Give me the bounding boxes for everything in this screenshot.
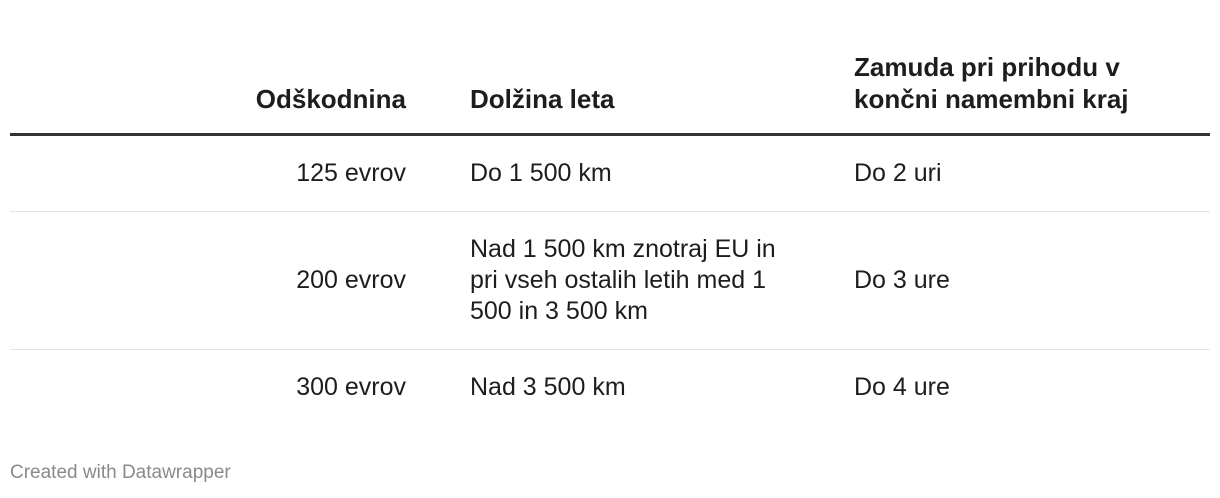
datawrapper-credit[interactable]: Created with Datawrapper (10, 462, 231, 483)
compensation-table: Odškodnina Dolžina leta Zamuda pri priho… (10, 0, 1210, 425)
header-flight-length: Dolžina leta (470, 84, 615, 114)
table-row: 200 evrov Nad 1 500 km znotraj EU in pri… (10, 212, 1210, 350)
header-arrival-delay: Zamuda pri prihodu v končni namembni kra… (854, 52, 1129, 114)
cell-flight-length: Do 1 500 km (470, 159, 612, 187)
cell-arrival-delay: Do 2 uri (854, 159, 942, 187)
cell-compensation: 125 evrov (296, 159, 406, 187)
table-row: 300 evrov Nad 3 500 km Do 4 ure (10, 350, 1210, 425)
cell-arrival-delay: Do 4 ure (854, 373, 950, 401)
cell-flight-length: Nad 1 500 km znotraj EU in pri vseh osta… (470, 235, 776, 325)
table-header: Odškodnina Dolžina leta Zamuda pri priho… (10, 0, 1210, 136)
cell-arrival-delay: Do 3 ure (854, 266, 950, 294)
cell-compensation: 200 evrov (296, 266, 406, 294)
header-compensation: Odškodnina (255, 84, 406, 114)
cell-compensation: 300 evrov (296, 373, 406, 401)
table-row: 125 evrov Do 1 500 km Do 2 uri (10, 136, 1210, 212)
cell-flight-length: Nad 3 500 km (470, 373, 626, 401)
